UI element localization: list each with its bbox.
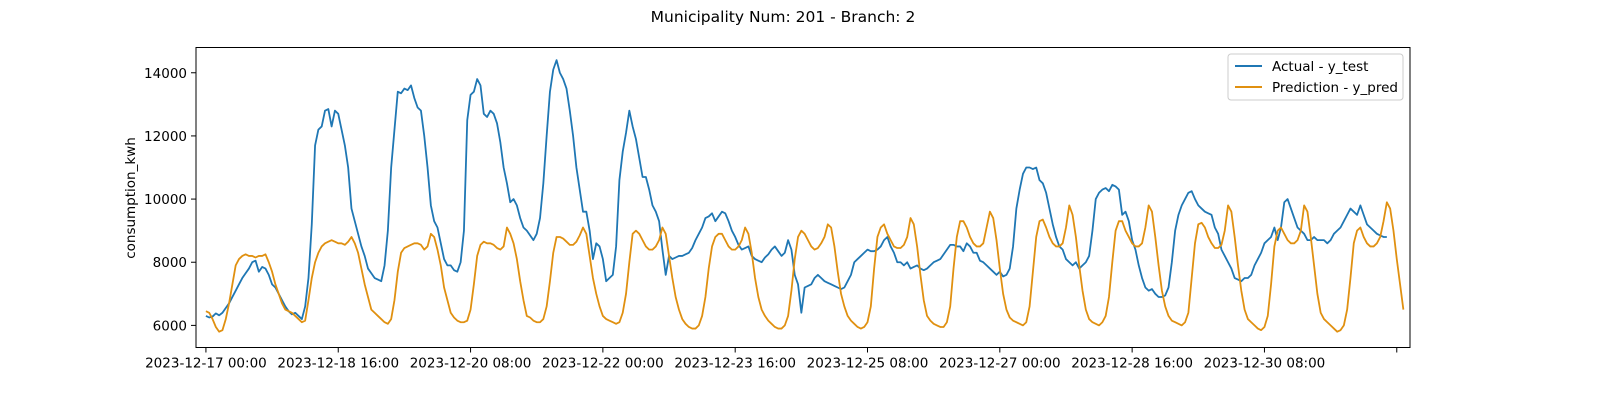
y-tick-label: 6000 (153, 318, 187, 334)
y-tick-label: 12000 (144, 129, 187, 145)
y-axis-label: consumption_kwh (123, 137, 139, 259)
x-tick-label: 2023-12-23 16:00 (674, 356, 796, 372)
chart-title: Municipality Num: 201 - Branch: 2 (651, 8, 916, 26)
x-tick-label: 2023-12-28 16:00 (1071, 356, 1193, 372)
x-tick-label: 2023-12-17 00:00 (145, 356, 267, 372)
x-tick-label: 2023-12-18 16:00 (277, 356, 399, 372)
x-tick-label: 2023-12-30 08:00 (1204, 356, 1326, 372)
x-tick-label: 2023-12-20 08:00 (410, 356, 532, 372)
series-line-actual (205, 59, 1387, 320)
x-tick-label: 2023-12-27 00:00 (939, 356, 1061, 372)
x-tick-label: 2023-12-25 08:00 (807, 356, 929, 372)
y-axis: 6000 8000 10000 12000 14000 (144, 66, 196, 334)
series-line-prediction (205, 201, 1405, 333)
plot-frame (195, 47, 1411, 348)
x-axis: 2023-12-17 00:00 2023-12-18 16:00 2023-12-… (145, 347, 1398, 372)
y-tick-label: 14000 (144, 66, 187, 82)
legend-box (1227, 53, 1404, 101)
series-group (205, 59, 1405, 333)
legend-entry-prediction: Prediction - y_pred (1272, 80, 1398, 96)
x-tick-label: 2023-12-22 00:00 (542, 356, 664, 372)
legend-entry-actual: Actual - y_test (1272, 59, 1368, 75)
y-tick-label: 10000 (144, 192, 187, 208)
legend: Actual - y_test Prediction - y_pred (1227, 53, 1404, 101)
y-tick-label: 8000 (153, 255, 187, 271)
